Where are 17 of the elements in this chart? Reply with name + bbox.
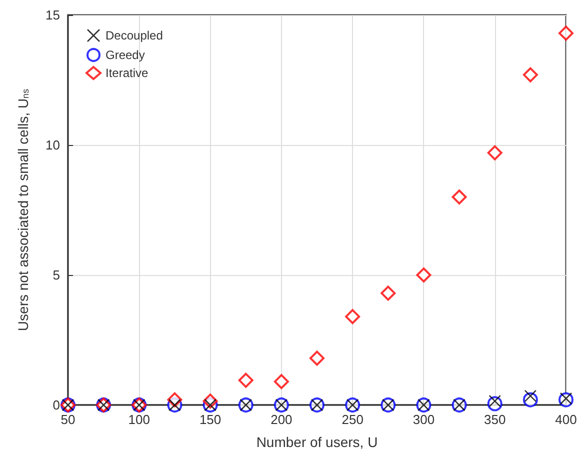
x-tick-label: 50 xyxy=(60,412,76,427)
x-tick-label: 150 xyxy=(199,412,222,427)
y-tick-label: 15 xyxy=(46,8,60,22)
x-tick-label: 300 xyxy=(412,412,435,427)
x-tick-label: 100 xyxy=(128,412,150,427)
x-tick-label: 350 xyxy=(484,412,506,427)
legend-label: Iterative xyxy=(106,66,149,80)
legend-label: Decoupled xyxy=(106,28,163,42)
y-axis-title: Users not associated to small cells, Uns xyxy=(15,88,31,332)
x-tick-label: 250 xyxy=(342,412,364,427)
x-tick-label: 200 xyxy=(270,412,292,427)
legend-label: Greedy xyxy=(106,48,145,62)
y-tick-label: 0 xyxy=(52,398,60,412)
x-axis-title: Number of users, U xyxy=(256,434,378,450)
y-tick-label: 10 xyxy=(46,138,60,152)
y-tick-label: 5 xyxy=(52,268,60,282)
x-tick-label: 400 xyxy=(555,412,577,427)
